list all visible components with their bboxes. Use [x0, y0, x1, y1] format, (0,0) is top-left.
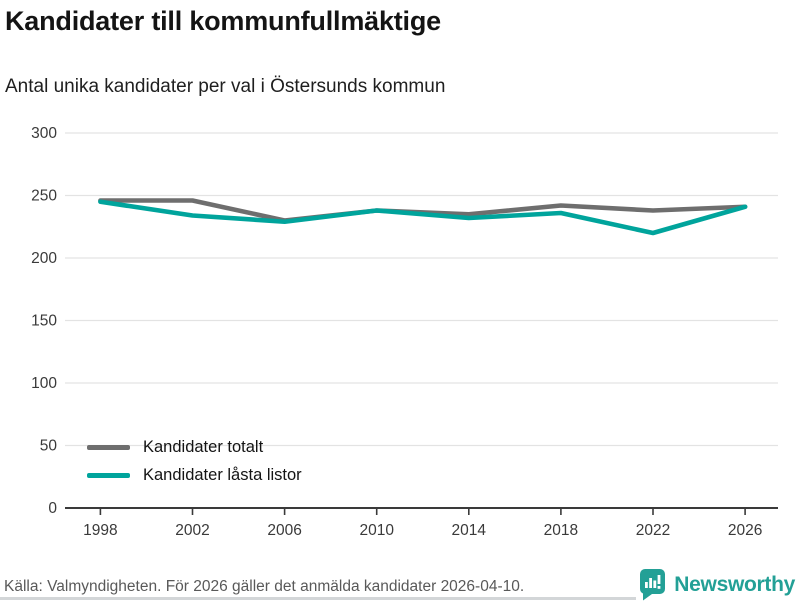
- source-note: Källa: Valmyndigheten. För 2026 gäller d…: [4, 578, 525, 595]
- x-tick-label-2002: 2002: [175, 522, 209, 539]
- newsworthy-wordmark: Newsworthy: [674, 572, 795, 596]
- legend-label-total: Kandidater totalt: [143, 438, 264, 456]
- legend-swatch-total: [87, 445, 130, 450]
- bottom-edge-strip: [0, 597, 636, 600]
- x-tick-label-2018: 2018: [544, 522, 578, 539]
- newsworthy-logo: Newsworthy: [639, 568, 795, 601]
- chart-legend: Kandidater totalt Kandidater låsta listo…: [87, 438, 302, 485]
- newsworthy-bubble-icon: [640, 569, 666, 601]
- y-tick-label-300: 300: [31, 125, 57, 142]
- y-tick-label-0: 0: [48, 500, 57, 517]
- x-tick-label-2010: 2010: [359, 522, 394, 539]
- x-tick-label-2022: 2022: [636, 522, 670, 539]
- y-tick-label-100: 100: [31, 375, 57, 392]
- x-tick-label-2006: 2006: [267, 522, 301, 539]
- series-line-1: [98, 199, 748, 236]
- legend-label-locked: Kandidater låsta listor: [143, 466, 302, 484]
- x-tick-label-1998: 1998: [83, 522, 117, 539]
- y-tick-label-250: 250: [31, 188, 57, 205]
- y-tick-label-200: 200: [31, 250, 57, 267]
- y-tick-label-150: 150: [31, 313, 57, 330]
- y-tick-label-50: 50: [40, 438, 58, 455]
- page-title: Kandidater till kommunfullmäktige: [5, 6, 441, 36]
- x-tick-label-2026: 2026: [728, 522, 762, 539]
- legend-item-total: Kandidater totalt: [87, 438, 302, 457]
- x-tick-label-2014: 2014: [452, 522, 487, 539]
- page-subtitle: Antal unika kandidater per val i Östersu…: [5, 76, 446, 97]
- chart-footer: Källa: Valmyndigheten. För 2026 gäller d…: [0, 569, 800, 601]
- legend-item-locked: Kandidater låsta listor: [87, 466, 302, 485]
- legend-swatch-locked: [87, 473, 130, 478]
